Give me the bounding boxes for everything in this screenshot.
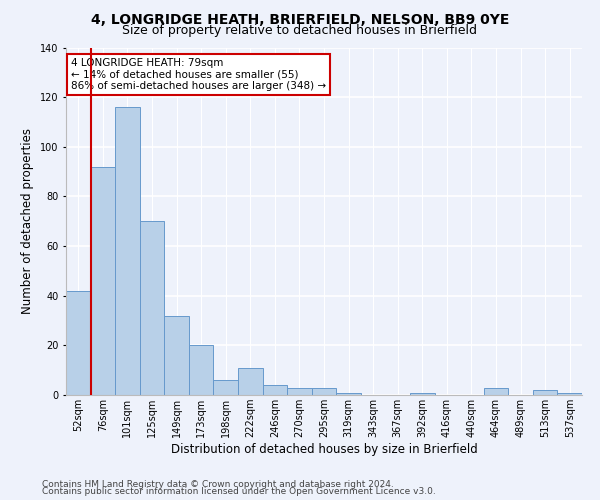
Bar <box>312 388 336 395</box>
Bar <box>287 388 312 395</box>
Text: Contains public sector information licensed under the Open Government Licence v3: Contains public sector information licen… <box>42 487 436 496</box>
Bar <box>557 392 582 395</box>
Bar <box>115 107 140 395</box>
Y-axis label: Number of detached properties: Number of detached properties <box>22 128 34 314</box>
Bar <box>140 221 164 395</box>
Text: Contains HM Land Registry data © Crown copyright and database right 2024.: Contains HM Land Registry data © Crown c… <box>42 480 394 489</box>
Text: Size of property relative to detached houses in Brierfield: Size of property relative to detached ho… <box>122 24 478 37</box>
Bar <box>164 316 189 395</box>
Bar <box>238 368 263 395</box>
Bar <box>66 291 91 395</box>
Text: 4, LONGRIDGE HEATH, BRIERFIELD, NELSON, BB9 0YE: 4, LONGRIDGE HEATH, BRIERFIELD, NELSON, … <box>91 12 509 26</box>
X-axis label: Distribution of detached houses by size in Brierfield: Distribution of detached houses by size … <box>170 443 478 456</box>
Bar <box>533 390 557 395</box>
Bar <box>263 385 287 395</box>
Bar <box>189 346 214 395</box>
Bar <box>336 392 361 395</box>
Bar <box>91 166 115 395</box>
Bar <box>484 388 508 395</box>
Text: 4 LONGRIDGE HEATH: 79sqm
← 14% of detached houses are smaller (55)
86% of semi-d: 4 LONGRIDGE HEATH: 79sqm ← 14% of detach… <box>71 58 326 91</box>
Bar <box>214 380 238 395</box>
Bar <box>410 392 434 395</box>
